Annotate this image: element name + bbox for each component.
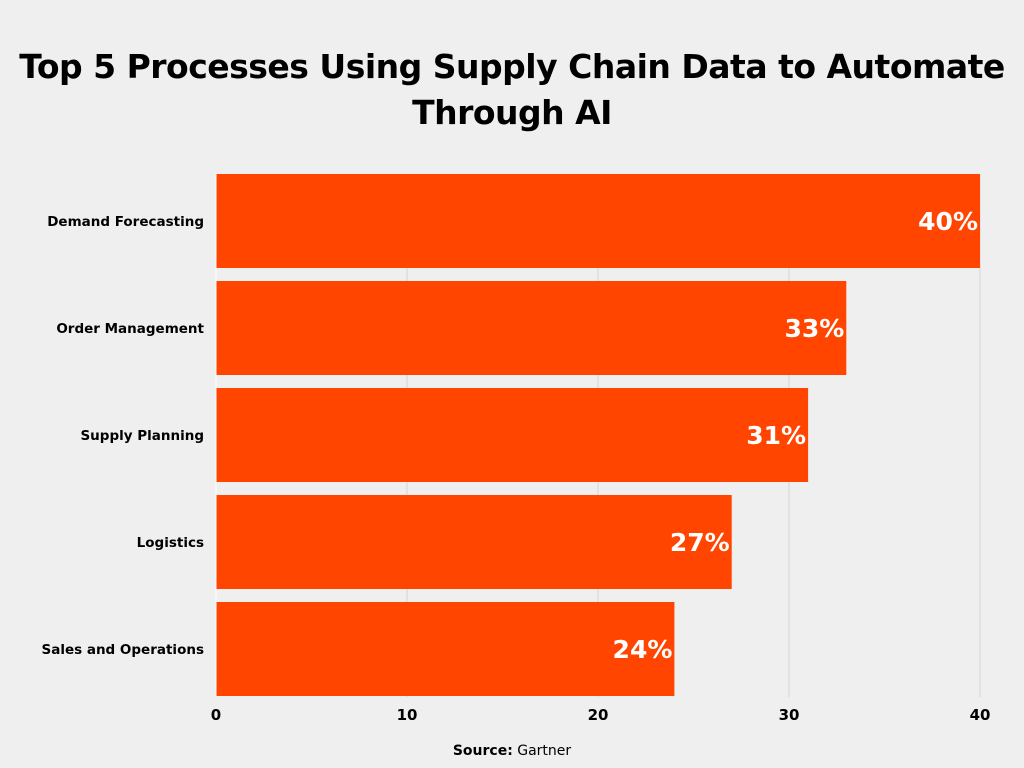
data-label: 24%	[613, 635, 673, 664]
bar	[216, 495, 732, 589]
x-tick-label: 40	[970, 706, 991, 724]
x-tick-label: 10	[397, 706, 418, 724]
data-label: 27%	[670, 528, 730, 557]
chart-title: Top 5 Processes Using Supply Chain Data …	[19, 47, 1005, 132]
data-label: 33%	[784, 314, 844, 343]
category-label: Demand Forecasting	[47, 214, 204, 230]
x-tick-label: 30	[779, 706, 800, 724]
x-tick-label: 0	[211, 706, 221, 724]
data-label: 31%	[746, 421, 806, 450]
data-label: 40%	[918, 207, 978, 236]
bar	[216, 174, 980, 268]
source-note: Source: Gartner	[0, 743, 1024, 759]
bar	[216, 281, 847, 375]
bar	[216, 602, 675, 696]
category-label: Supply Planning	[80, 428, 204, 444]
source-label: Source:	[452, 743, 513, 759]
category-label: Order Management	[56, 321, 204, 337]
category-label: Sales and Operations	[41, 642, 204, 658]
category-label: Logistics	[137, 535, 204, 551]
bar	[216, 388, 809, 482]
x-tick-label: 20	[588, 706, 609, 724]
source-value: Gartner	[517, 743, 572, 759]
